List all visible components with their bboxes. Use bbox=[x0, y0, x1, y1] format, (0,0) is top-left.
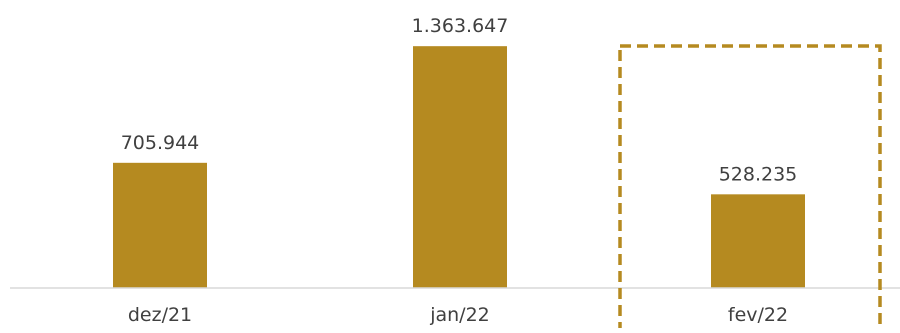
bars-layer bbox=[113, 46, 805, 288]
data-label-fev-22: 528.235 bbox=[719, 163, 798, 185]
data-label-jan-22: 1.363.647 bbox=[412, 15, 509, 37]
highlight-box bbox=[618, 44, 882, 333]
bar-dez-21 bbox=[113, 162, 207, 288]
data-label-dez-21: 705.944 bbox=[121, 132, 200, 154]
x-tick-label-fev-22: fev/22 bbox=[728, 304, 788, 326]
x-tick-label-jan-22: jan/22 bbox=[429, 304, 490, 326]
bar-fev-22 bbox=[711, 194, 805, 288]
labels-layer: 705.944 dez/21 1.363.647 jan/22 528.235 fev/2… bbox=[121, 15, 798, 326]
bar-jan-22 bbox=[413, 46, 507, 288]
x-tick-label-dez-21: dez/21 bbox=[128, 304, 192, 326]
